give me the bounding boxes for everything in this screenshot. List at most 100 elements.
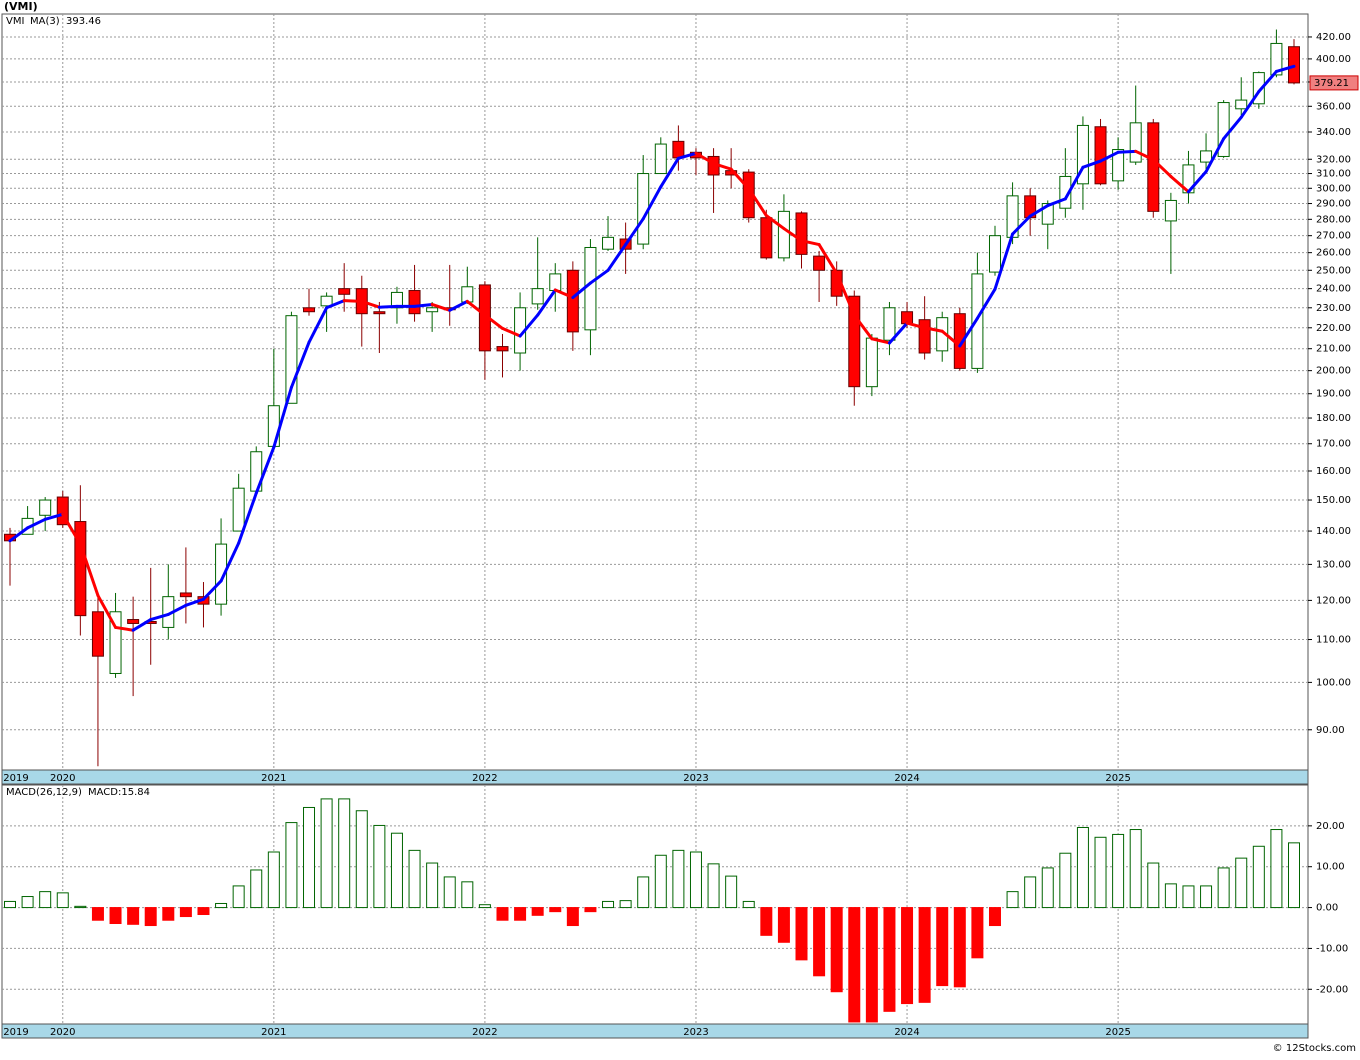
ma-line-segment — [764, 214, 786, 231]
ma-line-segment — [1099, 150, 1120, 163]
ma-line-segment — [588, 268, 610, 285]
watermark: © 12Stocks.com — [1273, 1043, 1356, 1054]
macd-bar — [777, 907, 790, 943]
ma-line-segment — [1046, 197, 1067, 208]
macd-bar — [1235, 857, 1248, 909]
candle-body — [127, 619, 140, 624]
macd-bar — [1270, 829, 1283, 909]
macd-bar — [250, 869, 263, 909]
macd-bar — [1024, 876, 1037, 909]
candle-body — [531, 288, 544, 305]
macd-bar — [918, 907, 931, 1003]
y-tick-label: 10.00 — [1316, 862, 1345, 873]
ma-legend: MA(3) — [30, 16, 60, 27]
y-tick-label: 400.00 — [1316, 54, 1351, 65]
chart-title: (VMI) — [4, 0, 38, 13]
candle-body — [1094, 126, 1107, 185]
macd-bar — [865, 907, 878, 1023]
y-tick-label: 140.00 — [1316, 526, 1351, 537]
ma-line-segment — [800, 239, 821, 247]
y-tick-label: 200.00 — [1316, 366, 1351, 377]
candle-body — [865, 337, 878, 388]
macd-bar — [901, 907, 914, 1005]
ma-line-segment — [342, 299, 364, 303]
macd-bar — [1252, 845, 1265, 909]
ma-line-segment — [272, 385, 293, 449]
macd-bar — [109, 907, 122, 924]
macd-bar — [883, 907, 896, 1012]
ma-line-segment — [1028, 204, 1050, 218]
macd-bar — [566, 907, 579, 927]
macd-bar — [988, 907, 1001, 927]
ma-line-segment — [413, 302, 434, 308]
macd-bar — [478, 904, 491, 909]
macd-bar — [496, 907, 509, 921]
candle-body — [654, 143, 667, 175]
macd-bar — [1041, 867, 1054, 909]
ma-line-segment — [1239, 90, 1261, 119]
y-tick-label: 120.00 — [1316, 595, 1351, 606]
y-tick-label: 270.00 — [1316, 231, 1351, 242]
y-tick-label: 420.00 — [1316, 32, 1351, 43]
ma-line-segment — [1274, 64, 1296, 73]
macd-bar — [1200, 885, 1213, 909]
macd-bar — [1288, 842, 1300, 909]
ma-line-segment — [114, 625, 135, 632]
price-tag — [1309, 75, 1359, 91]
ma-line-segment — [1063, 165, 1085, 201]
ma-line-segment — [694, 151, 716, 166]
ma-line-segment — [1169, 174, 1190, 194]
macd-bar — [1147, 862, 1160, 909]
macd-bar — [848, 907, 861, 1023]
ma-line-segment — [500, 326, 522, 338]
candle-body — [320, 295, 333, 307]
x-tick-label: 2024 — [894, 773, 919, 784]
ma-line-segment — [606, 243, 628, 272]
y-tick-label: 90.00 — [1316, 725, 1345, 736]
macd-bar — [654, 854, 667, 909]
y-tick-label: 130.00 — [1316, 559, 1351, 570]
x-tick-label: 2023 — [683, 773, 708, 784]
ma-line-segment — [307, 306, 329, 344]
candle-body — [109, 611, 122, 674]
ma-line-segment — [940, 329, 962, 348]
macd-bar — [1129, 829, 1142, 909]
y-tick-label: 110.00 — [1316, 635, 1351, 646]
y-tick-label: -10.00 — [1316, 943, 1348, 954]
macd-bar — [426, 862, 439, 909]
x-tick-label: 2022 — [472, 1027, 497, 1038]
candle-body — [971, 273, 984, 369]
macd-bar — [39, 891, 52, 909]
ma-line-segment — [729, 167, 751, 191]
ma-line-segment — [870, 337, 891, 345]
ma-line-segment — [1116, 149, 1138, 154]
macd-bar — [619, 900, 632, 909]
macd-bar — [689, 851, 702, 909]
ma-line-segment — [1186, 170, 1208, 194]
macd-bar — [74, 905, 87, 909]
y-tick-label: 100.00 — [1316, 677, 1351, 688]
readout-label: MACD: — [88, 787, 121, 798]
candle-body — [1059, 175, 1072, 209]
candle-body — [672, 140, 685, 159]
macd-bar — [531, 907, 544, 916]
ma-line-segment — [465, 299, 487, 317]
ma-line-segment — [448, 299, 469, 312]
x-tick-label: 2023 — [683, 1027, 708, 1038]
ma-line-segment — [1081, 159, 1103, 169]
candle-body — [426, 307, 439, 313]
macd-bar — [953, 907, 966, 988]
x-axis-strip — [1, 769, 1309, 785]
ma-line-segment — [852, 313, 874, 341]
ma-line-segment — [219, 541, 241, 583]
macd-bar — [830, 907, 843, 993]
x-tick-label: 2021 — [261, 773, 286, 784]
ma-line-segment — [1134, 149, 1155, 162]
ma-line-segment — [975, 287, 997, 320]
y-tick-label: 260.00 — [1316, 248, 1351, 259]
macd-bar — [1112, 833, 1125, 909]
macd-bar — [232, 885, 245, 909]
ma-line-segment — [201, 579, 223, 601]
y-tick-label: 290.00 — [1316, 199, 1351, 210]
